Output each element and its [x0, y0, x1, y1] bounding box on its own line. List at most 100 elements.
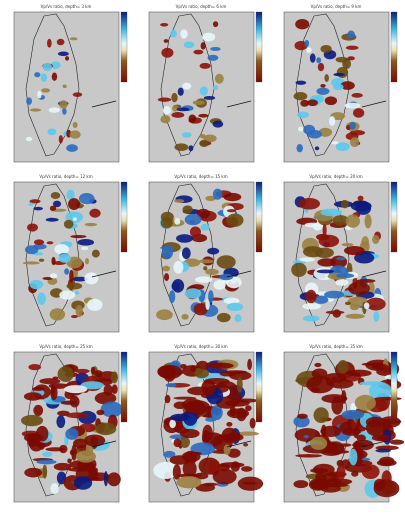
velocity-anomaly — [297, 413, 308, 419]
velocity-anomaly — [295, 80, 307, 85]
velocity-anomaly — [291, 262, 307, 277]
velocity-anomaly — [87, 298, 103, 311]
velocity-anomaly — [247, 358, 252, 371]
colorbar — [255, 181, 263, 253]
velocity-anomaly — [20, 414, 44, 427]
velocity-anomaly — [81, 246, 89, 251]
velocity-anomaly — [42, 62, 52, 72]
velocity-anomaly — [226, 302, 244, 312]
velocity-anomaly — [230, 461, 240, 472]
velocity-anomaly — [223, 370, 248, 374]
map-panel: Vp/Vs ratio, depth= 25 km — [13, 344, 128, 503]
velocity-anomaly — [173, 396, 197, 400]
velocity-anomaly — [320, 208, 342, 217]
velocity-anomaly — [205, 298, 210, 310]
velocity-anomaly — [296, 143, 303, 153]
velocity-anomaly — [212, 188, 223, 200]
velocity-anomaly — [189, 226, 202, 238]
velocity-anomaly — [293, 92, 308, 101]
velocity-anomaly — [29, 279, 44, 290]
velocity-anomaly — [299, 257, 315, 262]
velocity-anomaly — [78, 192, 95, 205]
velocity-anomaly — [64, 385, 88, 394]
velocity-anomaly — [304, 39, 310, 47]
velocity-anomaly — [84, 222, 98, 227]
velocity-anomaly — [59, 290, 76, 300]
velocity-anomaly — [196, 208, 211, 219]
velocity-anomaly — [71, 276, 89, 282]
velocity-anomaly — [160, 246, 174, 250]
coastline — [25, 13, 80, 157]
velocity-anomaly — [224, 399, 250, 407]
velocity-anomaly — [323, 372, 347, 383]
velocity-anomaly — [212, 21, 219, 28]
velocity-anomaly — [302, 315, 320, 322]
map-panel: Vp/Vs ratio, depth= 15 km — [148, 174, 263, 333]
velocity-anomaly — [318, 234, 340, 248]
velocity-anomaly — [32, 386, 45, 391]
velocity-anomaly — [100, 401, 123, 418]
velocity-anomaly — [52, 200, 62, 208]
velocity-anomaly — [216, 312, 231, 323]
velocity-anomaly — [180, 29, 188, 39]
velocity-anomaly — [201, 379, 216, 396]
velocity-anomaly — [65, 56, 70, 61]
velocity-anomaly — [84, 258, 89, 265]
velocity-anomaly — [49, 205, 57, 211]
map-panel: Vp/Vs ratio, depth= 35 km — [283, 344, 405, 503]
velocity-anomaly — [62, 84, 67, 89]
velocity-anomaly — [184, 288, 202, 299]
velocity-anomaly — [176, 476, 202, 489]
velocity-anomaly — [56, 415, 66, 429]
velocity-anomaly — [156, 309, 173, 321]
velocity-anomaly — [316, 87, 330, 95]
velocity-anomaly — [349, 137, 360, 148]
velocity-anomaly — [25, 136, 33, 142]
velocity-anomaly — [174, 143, 189, 151]
velocity-anomaly — [60, 400, 78, 405]
velocity-anomaly — [331, 396, 344, 415]
velocity-anomaly — [49, 273, 58, 279]
velocity-anomaly — [210, 46, 221, 51]
velocity-anomaly — [188, 145, 194, 152]
velocity-anomaly — [91, 249, 100, 258]
velocity-anomaly — [171, 112, 185, 118]
velocity-anomaly — [72, 217, 78, 221]
fault-trace — [226, 100, 252, 108]
velocity-anomaly — [169, 419, 176, 429]
velocity-anomaly — [203, 134, 217, 143]
velocity-anomaly — [163, 369, 176, 382]
velocity-anomaly — [347, 56, 355, 61]
velocity-anomaly — [351, 470, 359, 477]
velocity-anomaly — [66, 189, 75, 200]
velocity-anomaly — [226, 421, 233, 427]
fault-trace — [361, 100, 387, 108]
velocity-anomaly — [293, 415, 310, 428]
velocity-anomaly — [365, 297, 386, 311]
velocity-anomaly — [49, 308, 66, 321]
velocity-anomaly — [181, 132, 192, 138]
velocity-anomaly — [48, 107, 61, 113]
velocity-anomaly — [36, 425, 49, 442]
velocity-anomaly — [65, 428, 79, 440]
velocity-anomaly — [173, 260, 184, 274]
panel-title: Vp/Vs ratio, depth= 6 km — [176, 4, 227, 9]
fault-trace — [91, 270, 117, 278]
velocity-anomaly — [84, 272, 99, 285]
velocity-anomaly — [313, 295, 329, 304]
velocity-anomaly — [300, 99, 310, 107]
velocity-anomaly — [29, 199, 41, 204]
panel-title: Vp/Vs ratio, depth= 35 km — [309, 344, 362, 349]
velocity-anomaly — [345, 214, 360, 228]
velocity-anomaly — [107, 472, 121, 487]
velocity-anomaly — [33, 404, 44, 416]
velocity-anomaly — [208, 290, 214, 303]
velocity-anomaly — [333, 83, 344, 91]
velocity-anomaly — [199, 62, 211, 69]
velocity-anomaly — [75, 368, 90, 374]
velocity-anomaly — [335, 56, 349, 63]
fault-trace — [226, 270, 252, 278]
velocity-anomaly — [201, 430, 211, 443]
velocity-anomaly — [50, 192, 61, 200]
velocity-anomaly — [199, 133, 206, 139]
